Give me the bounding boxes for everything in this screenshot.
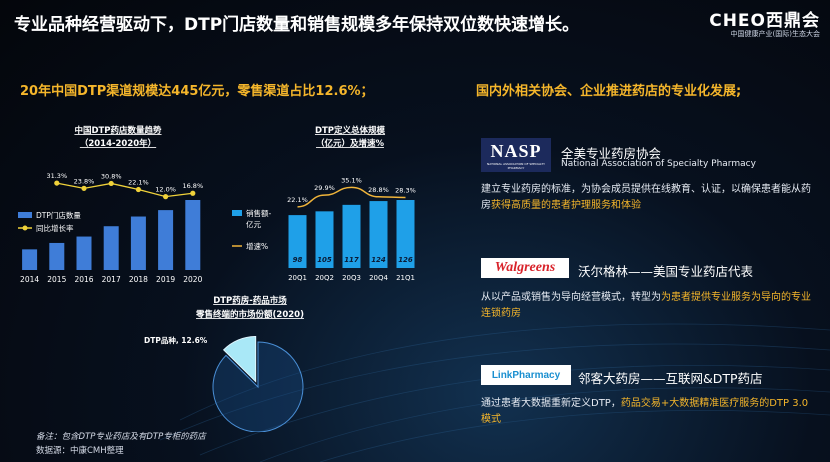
- sales-value-label: 126: [398, 256, 413, 264]
- growth-line: [56, 182, 193, 198]
- store-x-tick: 2018: [129, 275, 148, 284]
- logo-sub-text: 中国健康产业(国际)生态大会: [730, 30, 820, 38]
- store-x-tick: 2017: [102, 275, 121, 284]
- nasp-desc-highlight: 获得高质量的患者护理服务和体验: [491, 200, 641, 211]
- chart2-title: DTP定义总体规模: [315, 125, 386, 136]
- nasp-logo-text: NASP: [490, 140, 542, 161]
- chart1-title: 中国DTP药店数量趋势: [74, 125, 162, 136]
- quarterly-size-chart: DTP定义总体规模 （亿元）及增速% 98 22.1% 105 29.9% 117 35.…: [232, 125, 416, 282]
- walgreens-desc-highlight: 为患者提供专业服务为导向的专业连锁药房: [481, 292, 811, 319]
- chart1-subtitle: （2014-2020年）: [80, 138, 156, 149]
- linkpharmacy-description: 通过患者大数据重新定义DTP，药品交易+大数据精准医疗服务的DTP 3.0模式: [481, 396, 811, 428]
- footnote-block: 备注：包含DTP专业药店及有DTP专柜的药店 数据源：中康CMH整理: [36, 430, 206, 458]
- pie-slice-dtp: [222, 335, 257, 383]
- legend-growth-dot: [22, 225, 28, 231]
- growth-label: 22.1%: [128, 179, 149, 187]
- store-bar: [22, 249, 38, 270]
- rate-label: 28.3%: [395, 187, 416, 195]
- growth-point: [54, 180, 60, 186]
- store-bar: [103, 226, 119, 270]
- legend-sales-label-line1: 销售额-: [246, 208, 271, 218]
- growth-label: 12.0%: [155, 186, 176, 194]
- store-bar: [185, 200, 201, 270]
- store-bar: [158, 210, 174, 270]
- growth-label: 30.8%: [101, 172, 122, 180]
- store-x-tick: 2015: [47, 275, 66, 284]
- sales-x-tick: 20Q1: [288, 274, 307, 282]
- sales-x-tick: 20Q4: [369, 274, 388, 282]
- logo-main-text: CHEO西鼎会: [709, 11, 820, 31]
- nasp-logo: NASP NATIONAL ASSOCIATION OF SPECIALTY P…: [481, 138, 551, 172]
- sales-bar: [342, 204, 361, 268]
- rate-label: 22.1%: [287, 196, 308, 204]
- sales-x-tick: 20Q3: [342, 274, 361, 282]
- sales-bar: [396, 200, 415, 268]
- store-x-tick: 2019: [156, 275, 175, 284]
- right-heading: 国内外相关协会、企业推进药店的专业化发展;: [476, 84, 742, 99]
- sales-value-label: 124: [371, 256, 386, 264]
- growth-label: 23.8%: [74, 177, 95, 185]
- growth-point: [135, 186, 141, 193]
- legend-store-swatch: [18, 212, 32, 218]
- rate-label: 28.8%: [368, 186, 389, 194]
- growth-point: [190, 190, 196, 196]
- walgreens-description: 从以产品或销售为导向经营模式，转型为为患者提供专业服务为导向的专业连锁药房: [481, 290, 811, 322]
- sales-value-label: 98: [293, 256, 303, 264]
- growth-label: 31.3%: [46, 172, 67, 180]
- linkpharmacy-desc-highlight: 药品交易+大数据精准医疗服务的DTP 3.0模式: [481, 398, 809, 425]
- page-title: 专业品种经营驱动下，DTP门店数量和销售规模多年保持双位数快速增长。: [14, 15, 580, 35]
- store-x-tick: 2014: [20, 275, 39, 284]
- legend-growth-label: 同比增长率: [36, 223, 74, 233]
- pie-slice-label: DTP品种, 12.6%: [144, 335, 208, 345]
- store-bar: [49, 242, 65, 270]
- sales-bar: [369, 201, 388, 268]
- growth-label: 16.8%: [182, 182, 203, 190]
- legend-sales-label: 销售额- 亿元: [246, 208, 274, 229]
- rate-label: 35.1%: [341, 176, 362, 184]
- linkpharmacy-logo: LinkPharmacy: [481, 365, 571, 385]
- store-x-tick: 2020: [183, 275, 202, 284]
- nasp-name: 全美专业药房协会: [561, 146, 662, 161]
- sales-value-label: 117: [344, 256, 359, 264]
- growth-point: [81, 185, 87, 191]
- chart2-subtitle: （亿元）及增速%: [316, 138, 385, 149]
- store-x-tick: 2016: [74, 275, 93, 284]
- linkpharmacy-name: 邻客大药房——互联网&DTP药店: [578, 371, 763, 386]
- growth-point: [108, 180, 114, 187]
- store-count-chart: 中国DTP药店数量趋势 （2014-2020年） 31.3% 23.8% 30.8%…: [18, 125, 203, 284]
- pie-slice-other: [212, 341, 304, 432]
- rate-label: 29.9%: [314, 184, 335, 192]
- walgreens-logo-text: Walgreens: [494, 260, 556, 275]
- nasp-description: 建立专业药房的标准，为协会成员提供在线教育、认证，以确保患者能从药房获得高质量的…: [481, 182, 811, 214]
- left-heading: 20年中国DTP渠道规模达445亿元，零售渠道占比12.6%；: [20, 84, 374, 99]
- walgreens-name: 沃尔格林——美国专业药店代表: [578, 264, 754, 279]
- pie-subtitle: 零售终端的市场份额(2020): [195, 309, 304, 320]
- linkpharmacy-desc-plain: 通过患者大数据重新定义DTP，: [481, 398, 621, 409]
- legend-rate-label: 增速%: [246, 241, 268, 251]
- cheo-logo: CHEO西鼎会 中国健康产业(国际)生态大会: [709, 6, 820, 39]
- source-note: 数据源：中康CMH整理: [36, 446, 124, 456]
- footnote: 备注：包含DTP专业药店及有DTP专柜的药店: [36, 432, 206, 442]
- linkpharmacy-logo-text: LinkPharmacy: [491, 369, 561, 381]
- growth-point: [163, 194, 169, 200]
- sales-x-tick: 20Q2: [315, 274, 334, 282]
- walgreens-logo: Walgreens: [481, 258, 569, 278]
- store-bar: [76, 236, 92, 270]
- nasp-name-en: National Association of Specialty Pharma…: [561, 159, 756, 169]
- walgreens-desc-plain: 从以产品或销售为导向经营模式，转型为: [481, 292, 661, 303]
- sales-bar: [288, 215, 307, 268]
- pie-title: DTP药房-药品市场: [213, 295, 287, 306]
- nasp-logo-small: NATIONAL ASSOCIATION OF SPECIALTY PHARMA…: [487, 161, 545, 170]
- legend-store-label: DTP门店数量: [36, 210, 81, 220]
- market-share-pie: DTP药房-药品市场 零售终端的市场份额(2020) DTP品种, 12.6%: [144, 295, 304, 432]
- sales-x-tick: 21Q1: [396, 274, 415, 282]
- rate-line: [297, 186, 406, 208]
- store-bar: [130, 216, 146, 270]
- nasp-desc-plain: 建立专业药房的标准，为协会成员提供在线教育、认证，以确保患者能从药房: [481, 184, 811, 211]
- legend-sales-label-line2: 亿元: [246, 219, 261, 229]
- sales-value-label: 105: [317, 256, 332, 264]
- legend-sales-swatch: [232, 210, 242, 216]
- sales-bar: [315, 211, 334, 268]
